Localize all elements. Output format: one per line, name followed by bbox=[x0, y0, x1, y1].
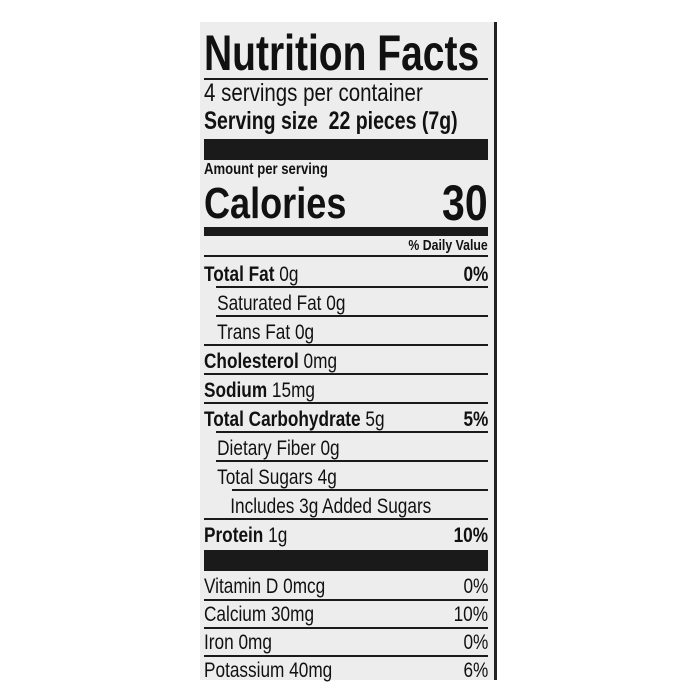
nutrient-row: Total Fat 0g 0% bbox=[204, 258, 488, 287]
nutrient-amount: 0g bbox=[320, 437, 340, 460]
nutrient-name: Cholesterol bbox=[204, 350, 299, 373]
serving-size-label: Serving size bbox=[204, 107, 318, 135]
nutrient-name: Total Fat bbox=[204, 263, 275, 286]
servings-row: 4 servings per container bbox=[204, 80, 488, 106]
vitamin-row: Calcium 30mg 10% bbox=[204, 600, 488, 627]
nutrient-daily-value: 5% bbox=[463, 408, 488, 431]
nutrient-name: Includes 3g Added Sugars bbox=[230, 495, 432, 518]
vitamin-daily-value: 0% bbox=[463, 631, 488, 654]
nutrient-name: Dietary Fiber bbox=[217, 437, 316, 460]
nutrient-amount: 15mg bbox=[271, 379, 316, 402]
thick-divider bbox=[204, 550, 488, 571]
divider bbox=[204, 255, 488, 257]
serving-size-value: 22 pieces (7g) bbox=[328, 107, 458, 135]
nutrient-label: Total Fat 0g bbox=[204, 263, 298, 287]
amount-row: Amount per serving bbox=[204, 161, 488, 178]
nutrient-row: Protein 1g 10% bbox=[204, 519, 488, 548]
divider bbox=[216, 286, 488, 288]
nutrient-row: Dietary Fiber 0g bbox=[204, 432, 488, 461]
divider bbox=[204, 402, 488, 404]
nutrient-name: Saturated Fat bbox=[217, 292, 322, 315]
nutrient-row: Trans Fat 0g bbox=[204, 316, 488, 345]
divider bbox=[204, 627, 488, 629]
vitamin-row: Vitamin D 0mcg 0% bbox=[204, 572, 488, 599]
nutrient-label: Cholesterol 0mg bbox=[204, 350, 337, 374]
nutrient-amount: 1g bbox=[268, 524, 288, 547]
nutrition-facts-label: Nutrition Facts 4 servings per container… bbox=[200, 22, 497, 683]
vitamin-label: Vitamin D 0mcg bbox=[204, 575, 326, 598]
vitamin-row: Iron 0mg 0% bbox=[204, 628, 488, 655]
divider bbox=[216, 431, 488, 433]
servings-per-container: 4 servings per container bbox=[204, 79, 423, 107]
nutrient-row: Includes 3g Added Sugars bbox=[204, 490, 488, 519]
divider bbox=[204, 599, 488, 601]
nutrient-label: Sodium 15mg bbox=[204, 379, 315, 403]
nutrient-label: Trans Fat 0g bbox=[204, 321, 314, 345]
calories-row: Calories 30 bbox=[204, 175, 488, 231]
amount-per-serving: Amount per serving bbox=[204, 161, 328, 178]
nutrient-row: Total Sugars 4g bbox=[204, 461, 488, 490]
vitamin-row: Potassium 40mg 6% bbox=[204, 656, 488, 683]
nutrient-daily-value: 0% bbox=[463, 263, 488, 286]
nutrient-label: Saturated Fat 0g bbox=[204, 292, 345, 316]
vitamin-daily-value: 0% bbox=[463, 575, 488, 598]
nutrient-amount: 0mg bbox=[303, 350, 338, 373]
thick-divider bbox=[204, 227, 488, 236]
nutrient-amount: 4g bbox=[317, 466, 337, 489]
nutrient-daily-value: 10% bbox=[453, 524, 488, 547]
divider bbox=[204, 518, 488, 520]
nutrient-label: Protein 1g bbox=[204, 524, 287, 548]
vitamin-label: Potassium 40mg bbox=[204, 659, 333, 682]
divider bbox=[204, 655, 488, 657]
nutrient-amount: 0g bbox=[294, 321, 315, 344]
nutrient-name: Sodium bbox=[204, 379, 268, 402]
nutrient-label: Includes 3g Added Sugars bbox=[204, 495, 431, 519]
calories-label: Calories bbox=[204, 179, 347, 228]
nutrient-name: Protein bbox=[204, 524, 264, 547]
daily-value-header: % Daily Value bbox=[408, 237, 488, 254]
dv-header-row: % Daily Value bbox=[204, 237, 488, 254]
nutrient-name: Trans Fat bbox=[217, 321, 291, 344]
label-title: Nutrition Facts bbox=[204, 25, 480, 81]
nutrient-amount: 0g bbox=[279, 263, 299, 286]
nutrient-row: Total Carbohydrate 5g 5% bbox=[204, 403, 488, 432]
vitamin-label: Iron 0mg bbox=[204, 631, 272, 654]
vitamin-daily-value: 6% bbox=[463, 659, 488, 682]
divider bbox=[216, 315, 488, 317]
nutrient-row: Cholesterol 0mg bbox=[204, 345, 488, 374]
nutrient-label: Total Sugars 4g bbox=[204, 466, 337, 490]
nutrient-name: Total Carbohydrate bbox=[204, 408, 361, 431]
vitamin-daily-value: 10% bbox=[453, 603, 488, 626]
nutrient-label: Total Carbohydrate 5g bbox=[204, 408, 385, 432]
vitamin-label: Calcium 30mg bbox=[204, 603, 315, 626]
title-row: Nutrition Facts bbox=[204, 28, 488, 78]
nutrient-name: Total Sugars bbox=[217, 466, 313, 489]
divider bbox=[204, 78, 488, 80]
nutrient-row: Sodium 15mg bbox=[204, 374, 488, 403]
nutrient-amount: 5g bbox=[365, 408, 385, 431]
divider bbox=[232, 489, 488, 491]
thick-divider bbox=[204, 139, 488, 160]
nutrient-amount: 0g bbox=[326, 292, 346, 315]
serving-size-row: Serving size 22 pieces (7g) bbox=[204, 107, 488, 135]
divider bbox=[216, 460, 488, 462]
calories-value: 30 bbox=[442, 175, 488, 231]
nutrient-row: Saturated Fat 0g bbox=[204, 287, 488, 316]
divider bbox=[204, 373, 488, 375]
nutrient-label: Dietary Fiber 0g bbox=[204, 437, 340, 461]
divider bbox=[204, 344, 488, 346]
